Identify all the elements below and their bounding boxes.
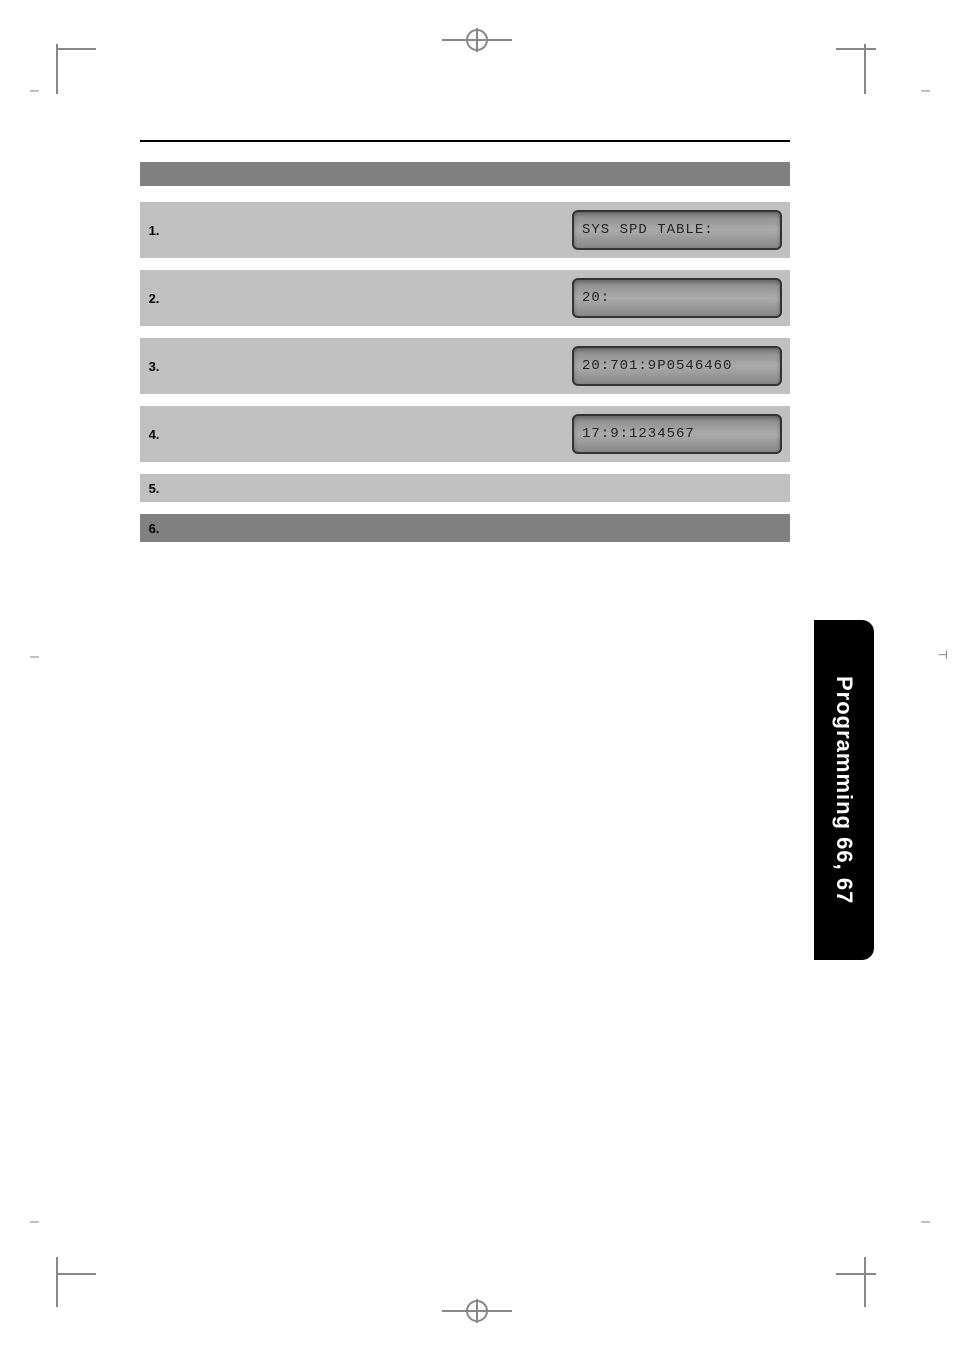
step-row-3: 3. 20:701:9P0546460 (140, 338, 790, 394)
lcd-display: SYS SPD TABLE: (572, 210, 782, 250)
registration-mark-top (442, 20, 512, 60)
page-content: 1. SYS SPD TABLE: 2. 20: 3. 20:701:9P054… (140, 140, 790, 554)
trim-arrow-icon: ⊣ (938, 648, 948, 662)
lcd-display: 20: (572, 278, 782, 318)
step-row-6: 6. (140, 514, 790, 542)
registration-mark-bottom (442, 1291, 512, 1331)
step-number: 4. (140, 427, 168, 442)
trim-dash: – (921, 1213, 930, 1231)
crop-mark-bl (56, 1273, 86, 1303)
step-row-4: 4. 17:9:1234567 (140, 406, 790, 462)
step-row-1: 1. SYS SPD TABLE: (140, 202, 790, 258)
chapter-tab: Programming 66, 67 (814, 620, 874, 960)
crop-mark-tr (836, 48, 866, 78)
section-title-bar (140, 162, 790, 186)
lcd-display: 17:9:1234567 (572, 414, 782, 454)
trim-dash: – (30, 1213, 39, 1231)
trim-dash: – (921, 82, 930, 100)
lcd-display: 20:701:9P0546460 (572, 346, 782, 386)
step-number: 6. (140, 521, 168, 536)
header-rule (140, 140, 790, 142)
step-number: 3. (140, 359, 168, 374)
chapter-tab-label: Programming 66, 67 (831, 676, 857, 904)
step-row-2: 2. 20: (140, 270, 790, 326)
step-number: 2. (140, 291, 168, 306)
crop-mark-br (836, 1273, 866, 1303)
step-row-5: 5. (140, 474, 790, 502)
step-number: 5. (140, 481, 168, 496)
trim-dash: – (30, 648, 39, 666)
step-number: 1. (140, 223, 168, 238)
crop-mark-tl (56, 48, 86, 78)
trim-dash: – (30, 82, 39, 100)
